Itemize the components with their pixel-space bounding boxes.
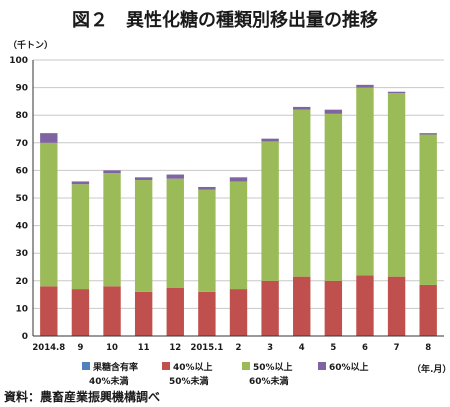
y-tick-label: 60 <box>15 166 28 176</box>
legend: 果糖含有率 40%未満 40%以上 50%未満 50%以上 60%未満 60%以上 <box>82 361 369 387</box>
axes <box>32 60 444 337</box>
x-tick-label: 8 <box>425 343 431 353</box>
legend-swatch <box>82 362 90 370</box>
y-tick-label: 100 <box>9 56 28 66</box>
bar-segment-3 <box>419 133 437 135</box>
bar-segment-2 <box>419 134 437 285</box>
bar-segment-3 <box>324 109 343 114</box>
bar-segment-1 <box>229 289 248 336</box>
bar-segment-1 <box>166 287 184 336</box>
bar-segment-1 <box>419 284 437 336</box>
bar-segment-3 <box>387 91 406 94</box>
bar-segment-2 <box>71 184 90 290</box>
source-note: 資料：農畜産業振興機構調べ <box>4 389 160 404</box>
bar-segment-1 <box>103 286 121 336</box>
legend-label-line2: 60%未満 <box>249 375 289 387</box>
x-tick-label: 2014.8 <box>32 343 65 353</box>
bar-segment-3 <box>229 177 248 182</box>
legend-label: 50%以上 <box>253 361 293 373</box>
legend-swatch <box>318 362 326 370</box>
bar-segment-3 <box>293 106 311 110</box>
x-tick-label: 10 <box>106 343 118 353</box>
y-tick-label: 80 <box>15 111 28 121</box>
bar-segment-1 <box>387 276 406 336</box>
bar-segment-2 <box>166 178 184 288</box>
legend-label: 果糖含有率 <box>92 361 138 373</box>
bar-segment-2 <box>103 173 121 287</box>
x-tick-label: 11 <box>138 343 150 353</box>
legend-swatch <box>162 362 170 370</box>
bars <box>40 84 437 336</box>
x-axis-ticks: 2014.8 9 10 11 12 2015.1 2 3 4 5 6 7 8 <box>32 343 431 353</box>
x-axis-unit-label: （年.月） <box>412 363 450 375</box>
y-axis-unit-label: （千トン） <box>8 39 53 51</box>
y-tick-label: 90 <box>15 84 28 94</box>
bar-segment-3 <box>166 174 184 179</box>
y-tick-label: 0 <box>22 332 28 342</box>
legend-label: 60%以上 <box>329 361 369 373</box>
bar-segment-2 <box>324 113 343 281</box>
y-tick-label: 40 <box>15 222 28 232</box>
bar-segment-1 <box>356 275 374 336</box>
bar-segment-2 <box>198 189 216 292</box>
bar-segment-1 <box>40 286 58 336</box>
bar-segment-2 <box>387 93 406 277</box>
bar-segment-3 <box>40 133 58 143</box>
bar-segment-3 <box>71 181 90 185</box>
bar-segment-1 <box>71 289 90 336</box>
bar-segment-1 <box>134 291 153 336</box>
y-tick-label: 50 <box>15 194 28 204</box>
bar-segment-3 <box>198 186 216 190</box>
bar-segment-2 <box>261 141 279 281</box>
x-tick-label: 12 <box>169 343 181 353</box>
bar-segment-2 <box>134 180 153 292</box>
bar-segment-2 <box>293 109 311 277</box>
bar-segment-3 <box>103 170 121 174</box>
bar-segment-3 <box>356 84 374 88</box>
bar-segment-1 <box>261 280 279 336</box>
bar-segment-3 <box>261 138 279 142</box>
y-tick-label: 10 <box>15 304 28 314</box>
x-tick-label: 5 <box>330 343 336 353</box>
y-axis-ticks: 0 10 20 30 40 50 60 70 80 90 100 <box>9 56 28 342</box>
x-tick-label: 4 <box>299 343 305 353</box>
y-tick-label: 20 <box>15 277 28 287</box>
y-tick-label: 30 <box>15 249 28 259</box>
y-tick-label: 70 <box>15 139 28 149</box>
bar-segment-1 <box>324 280 343 336</box>
legend-label-line2: 50%未満 <box>169 375 209 387</box>
chart-title: 図２ 異性化糖の種類別移出量の推移 <box>72 9 378 31</box>
x-tick-label: 6 <box>362 343 368 353</box>
bar-segment-2 <box>40 142 58 287</box>
x-tick-label: 9 <box>77 343 83 353</box>
bar-segment-1 <box>198 291 216 336</box>
x-tick-label: 2 <box>236 343 242 353</box>
bar-segment-3 <box>134 177 153 181</box>
x-tick-label: 3 <box>267 343 273 353</box>
legend-swatch <box>242 362 250 370</box>
bar-segment-2 <box>229 181 248 290</box>
bar-segment-2 <box>356 87 374 276</box>
x-tick-label: 2015.1 <box>190 343 223 353</box>
bar-segment-1 <box>293 276 311 336</box>
legend-label-line2: 40%未満 <box>89 375 129 387</box>
legend-label: 40%以上 <box>173 361 213 373</box>
x-tick-label: 7 <box>394 343 400 353</box>
